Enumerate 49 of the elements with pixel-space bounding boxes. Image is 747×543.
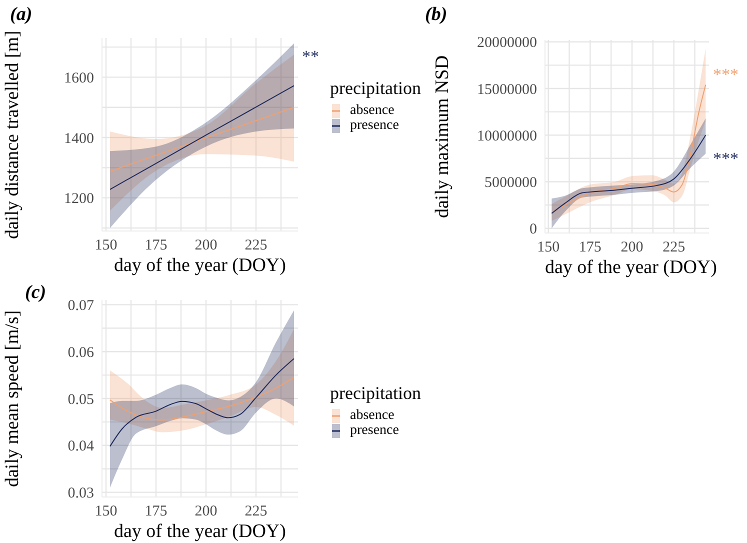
text: ***: [713, 64, 738, 84]
y-tick-label: 1600: [64, 70, 94, 87]
x-tick-label: 200: [620, 240, 644, 256]
y-tick-label: 15000000: [477, 82, 537, 98]
y-tick-label: 20000000: [477, 35, 537, 52]
text: **: [302, 46, 319, 66]
line-series: [110, 85, 294, 190]
y-tick-label: 0.04: [68, 438, 94, 455]
x-tick-label: 200: [194, 238, 218, 254]
y-tick-label: 1400: [64, 130, 94, 147]
chart-title: (b): [425, 4, 448, 26]
x-tick-label: 150: [537, 240, 560, 256]
x-tick-label: 150: [94, 504, 118, 520]
y-axis-title: daily maximum NSD: [432, 54, 454, 220]
legend-label: presence: [350, 118, 399, 133]
y-axis-title: daily mean speed [m/s]: [2, 309, 24, 489]
legend-label: absence: [350, 103, 394, 118]
y-tick-label: 5000000: [484, 175, 537, 192]
x-axis-title: day of the year (DOY): [545, 257, 717, 279]
x-axis-title: day of the year (DOY): [113, 521, 287, 543]
x-tick-label: 175: [144, 504, 168, 520]
legend-label: absence: [350, 408, 394, 423]
line-series: [551, 84, 706, 213]
y-tick-label: 0.03: [68, 486, 94, 502]
x-tick-label: 225: [662, 240, 686, 256]
x-tick-label: 150: [94, 238, 118, 254]
chart-title: (c): [25, 282, 46, 304]
y-tick-label: 0.07: [68, 298, 94, 314]
x-tick-label: 200: [194, 504, 218, 520]
y-tick-label: 0.06: [68, 344, 94, 361]
x-tick-label: 175: [144, 238, 168, 254]
legend-title: precipitation: [330, 383, 422, 404]
chart-title: (a): [10, 4, 32, 26]
y-tick-label: 1200: [64, 191, 94, 208]
line-series: [551, 134, 706, 214]
line-series: [110, 376, 294, 421]
y-tick-label: 10000000: [477, 128, 537, 144]
line-series: [110, 358, 294, 447]
x-tick-label: 175: [578, 240, 602, 256]
text: ***: [713, 148, 738, 168]
line-series: [110, 106, 294, 172]
x-tick-label: 225: [244, 238, 268, 254]
y-tick-label: 0.05: [68, 392, 94, 408]
x-tick-label: 225: [244, 504, 268, 520]
legend-title: precipitation: [330, 78, 422, 99]
y-axis-title: daily distance travelled [m]: [2, 30, 24, 239]
x-axis-title: day of the year (DOY): [113, 255, 287, 277]
y-tick-label: 0: [530, 222, 537, 238]
legend-label: presence: [350, 423, 399, 438]
